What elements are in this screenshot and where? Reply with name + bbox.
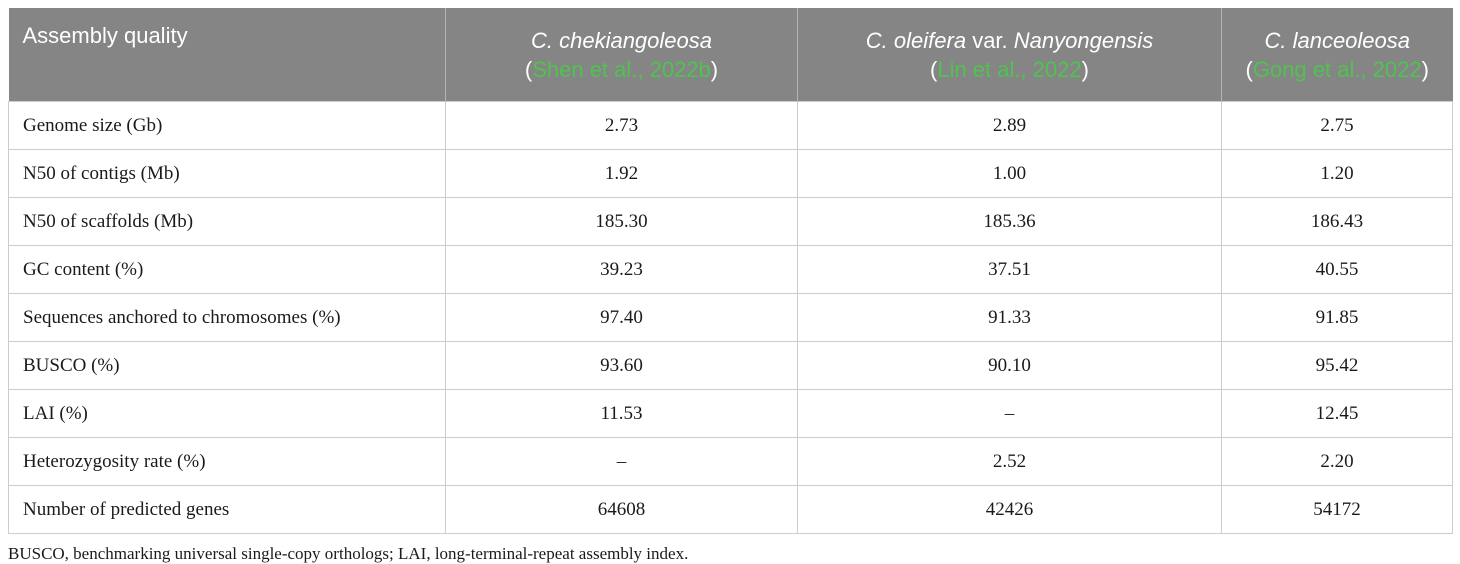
row-label: N50 of scaffolds (Mb) bbox=[8, 197, 446, 246]
species-name: C. lanceoleosa bbox=[1264, 27, 1411, 53]
cell-value: 42426 bbox=[797, 485, 1222, 534]
species-name: C. chekiangoleosa bbox=[530, 27, 712, 53]
cell-value: 1.00 bbox=[797, 149, 1222, 198]
cell-value: 2.52 bbox=[797, 437, 1222, 486]
citation-link[interactable]: Shen et al., 2022b bbox=[532, 56, 711, 82]
cell-value: 1.92 bbox=[445, 149, 798, 198]
citation-link[interactable]: Lin et al., 2022 bbox=[937, 56, 1082, 82]
species-citation: (Lin et al., 2022) bbox=[930, 56, 1089, 82]
cell-value: 93.60 bbox=[445, 341, 798, 390]
cell-value: 91.33 bbox=[797, 293, 1222, 342]
table-row: N50 of contigs (Mb) 1.92 1.00 1.20 bbox=[8, 149, 1453, 198]
row-label: Number of predicted genes bbox=[8, 485, 446, 534]
cell-value: 2.73 bbox=[445, 101, 798, 150]
table-row: GC content (%) 39.23 37.51 40.55 bbox=[8, 245, 1453, 294]
row-label: LAI (%) bbox=[8, 389, 446, 438]
cell-value: 37.51 bbox=[797, 245, 1222, 294]
table-header: Assembly quality C. chekiangoleosa (Shen… bbox=[8, 8, 1453, 102]
header-species-3: C. lanceoleosa (Gong et al., 2022) bbox=[1221, 8, 1453, 102]
row-label: GC content (%) bbox=[8, 245, 446, 294]
species-name: C. oleifera var. Nanyongensis bbox=[865, 27, 1154, 53]
row-label: N50 of contigs (Mb) bbox=[8, 149, 446, 198]
table-row: Genome size (Gb) 2.73 2.89 2.75 bbox=[8, 101, 1453, 150]
cell-value: 64608 bbox=[445, 485, 798, 534]
citation-link[interactable]: Gong et al., 2022 bbox=[1252, 56, 1422, 82]
cell-value: 39.23 bbox=[445, 245, 798, 294]
assembly-quality-table: Assembly quality C. chekiangoleosa (Shen… bbox=[8, 8, 1453, 534]
cell-value: 91.85 bbox=[1221, 293, 1453, 342]
table-row: N50 of scaffolds (Mb) 185.30 185.36 186.… bbox=[8, 197, 1453, 246]
header-label: Assembly quality bbox=[8, 8, 446, 102]
table-row: BUSCO (%) 93.60 90.10 95.42 bbox=[8, 341, 1453, 390]
row-label: Heterozygosity rate (%) bbox=[8, 437, 446, 486]
table-row: Number of predicted genes 64608 42426 54… bbox=[8, 485, 1453, 534]
cell-value: – bbox=[445, 437, 798, 486]
table-container: Assembly quality C. chekiangoleosa (Shen… bbox=[8, 8, 1453, 564]
cell-value: 185.30 bbox=[445, 197, 798, 246]
row-label: BUSCO (%) bbox=[8, 341, 446, 390]
header-species-1: C. chekiangoleosa (Shen et al., 2022b) bbox=[445, 8, 798, 102]
table-row: Heterozygosity rate (%) – 2.52 2.20 bbox=[8, 437, 1453, 486]
cell-value: 97.40 bbox=[445, 293, 798, 342]
cell-value: 186.43 bbox=[1221, 197, 1453, 246]
table-row: Sequences anchored to chromosomes (%) 97… bbox=[8, 293, 1453, 342]
cell-value: 54172 bbox=[1221, 485, 1453, 534]
cell-value: 40.55 bbox=[1221, 245, 1453, 294]
cell-value: 1.20 bbox=[1221, 149, 1453, 198]
row-label: Sequences anchored to chromosomes (%) bbox=[8, 293, 446, 342]
cell-value: 2.20 bbox=[1221, 437, 1453, 486]
cell-value: 2.75 bbox=[1221, 101, 1453, 150]
table-row: LAI (%) 11.53 – 12.45 bbox=[8, 389, 1453, 438]
cell-value: 90.10 bbox=[797, 341, 1222, 390]
header-species-2: C. oleifera var. Nanyongensis (Lin et al… bbox=[797, 8, 1222, 102]
cell-value: 185.36 bbox=[797, 197, 1222, 246]
cell-value: 95.42 bbox=[1221, 341, 1453, 390]
row-label: Genome size (Gb) bbox=[8, 101, 446, 150]
species-citation: (Gong et al., 2022) bbox=[1245, 56, 1429, 82]
table-body: Genome size (Gb) 2.73 2.89 2.75 N50 of c… bbox=[8, 101, 1453, 534]
cell-value: – bbox=[797, 389, 1222, 438]
species-citation: (Shen et al., 2022b) bbox=[524, 56, 719, 82]
header-row: Assembly quality C. chekiangoleosa (Shen… bbox=[8, 8, 1453, 102]
cell-value: 12.45 bbox=[1221, 389, 1453, 438]
cell-value: 11.53 bbox=[445, 389, 798, 438]
cell-value: 2.89 bbox=[797, 101, 1222, 150]
table-footnote: BUSCO, benchmarking universal single-cop… bbox=[8, 544, 689, 563]
